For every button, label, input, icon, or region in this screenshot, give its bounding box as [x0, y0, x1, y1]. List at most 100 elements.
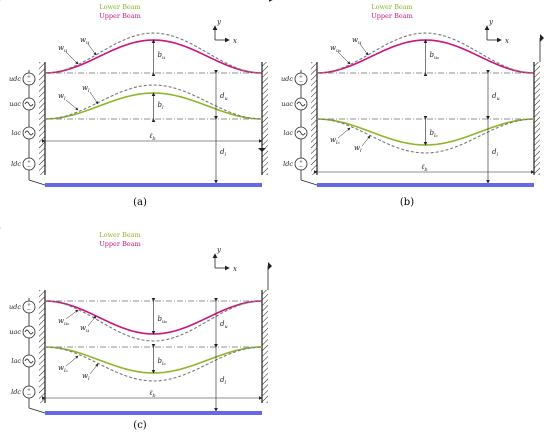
ground-icon [540, 34, 544, 42]
x-axis-label: x [505, 37, 509, 45]
panel-caption: (b) [400, 197, 414, 208]
lower-amplitude-label: bl₀ [158, 357, 166, 367]
dc-minus-icon: − [299, 79, 303, 85]
legend-upper-beam: Upper Beam [99, 12, 140, 20]
upper-w-leader [359, 43, 369, 56]
right-wall-hatch [534, 62, 540, 175]
upper-w-label: wu [80, 36, 89, 46]
ac-wave-icon [24, 358, 34, 364]
dc-plus-icon: + [27, 74, 31, 80]
dc-minus-icon: − [27, 79, 31, 85]
legend-lower-beam: Lower Beam [371, 3, 412, 11]
ac-wave-icon [24, 130, 34, 136]
source-udc-symbol [22, 300, 36, 314]
upper-w-label: wu [352, 36, 361, 46]
dc-minus-icon: − [27, 164, 31, 170]
source-uac-label: uac [281, 100, 293, 108]
source-udc-symbol [294, 72, 308, 86]
left-wall-hatch [311, 62, 317, 175]
source-ldc-symbol [294, 157, 308, 171]
lower-w0-leader [65, 99, 79, 111]
upper-w-label: wu [80, 324, 89, 334]
ac-wave-icon [296, 101, 306, 107]
upper-w0-label: wu₀ [330, 44, 341, 54]
source-ldc-label: ldc [11, 388, 21, 396]
source-udc-label: udc [9, 303, 21, 311]
source-ldc-symbol [22, 157, 36, 171]
source-ldc-label: ldc [283, 160, 293, 168]
beam-length-label: ℓb [149, 132, 156, 142]
bottom-electrode [45, 183, 262, 187]
lower-w-leader [361, 135, 371, 147]
upper-w0-leader [65, 51, 79, 65]
legend-lower-beam: Lower Beam [99, 3, 140, 11]
dc-plus-icon: + [27, 159, 31, 165]
beam-length-label: ℓb [421, 163, 428, 173]
lower-w0-label: wl [58, 92, 66, 102]
ac-wave-icon [296, 130, 306, 136]
dc-plus-icon: + [299, 159, 303, 165]
upper-beam-dynamic [316, 32, 535, 74]
upper-w0-leader [337, 51, 351, 65]
bottom-electrode [45, 411, 262, 415]
ac-wave-icon [24, 329, 34, 335]
lower-beam-dynamic [44, 346, 263, 382]
lower-w-label: wl [354, 144, 362, 154]
source-wire-electrode [28, 407, 46, 414]
lower-beam-dynamic [316, 118, 535, 154]
y-axis-label: y [216, 18, 222, 26]
source-udc-label: udc [9, 75, 21, 83]
legend-upper-beam: Upper Beam [99, 240, 140, 248]
legend-upper-beam: Upper Beam [371, 12, 412, 20]
bottom-electrode [317, 183, 534, 187]
source-lac-label: lac [11, 357, 21, 365]
upper-w-leader [87, 315, 97, 327]
beam-length-label: ℓb [149, 389, 156, 399]
upper-amplitude-label: bu₀ [158, 315, 168, 325]
dc-plus-icon: + [299, 74, 303, 80]
upper-gap-label: du [492, 92, 500, 102]
dc-plus-icon: + [27, 302, 31, 308]
panel-caption: (a) [133, 197, 147, 208]
source-uac-label: uac [9, 328, 21, 336]
upper-w0-leader [65, 309, 79, 320]
ac-wave-icon [24, 101, 34, 107]
ground-icon [258, 148, 266, 152]
source-udc-label: udc [281, 75, 293, 83]
source-ldc-symbol [22, 385, 36, 399]
upper-w0-label: wu [58, 44, 67, 54]
y-axis-label: y [216, 246, 222, 254]
source-wire-electrode [28, 179, 46, 186]
lower-w0-leader [337, 127, 351, 139]
upper-w-leader [87, 43, 97, 56]
source-ldc-label: ldc [11, 160, 21, 168]
source-uac-label: uac [9, 100, 21, 108]
lower-gap-label: dl [492, 148, 498, 158]
upper-w0-label: wu₀ [58, 317, 69, 327]
lower-beam-dynamic [44, 84, 263, 120]
lower-w-leader [89, 363, 99, 375]
source-lac-label: lac [283, 129, 293, 137]
dc-minus-icon: − [27, 307, 31, 313]
upper-beam-dynamic [44, 300, 263, 342]
source-lac-label: lac [11, 129, 21, 137]
dc-plus-icon: + [27, 387, 31, 393]
source-wire-electrode [300, 179, 318, 186]
upper-amplitude-label: bu₀ [430, 51, 440, 61]
right-wall-hatch [262, 62, 268, 175]
lower-amplitude-label: bl [158, 101, 164, 111]
lower-gap-label: dl [220, 376, 226, 386]
lower-w0-label: wl₀ [58, 364, 68, 374]
x-axis-label: x [233, 265, 237, 273]
lower-gap-label: dl [220, 148, 226, 158]
y-axis-label: y [488, 18, 494, 26]
upper-amplitude-label: bu [158, 51, 166, 61]
upper-gap-label: du [220, 92, 228, 102]
lower-w-leader [89, 91, 99, 105]
left-wall-hatch [39, 290, 45, 403]
